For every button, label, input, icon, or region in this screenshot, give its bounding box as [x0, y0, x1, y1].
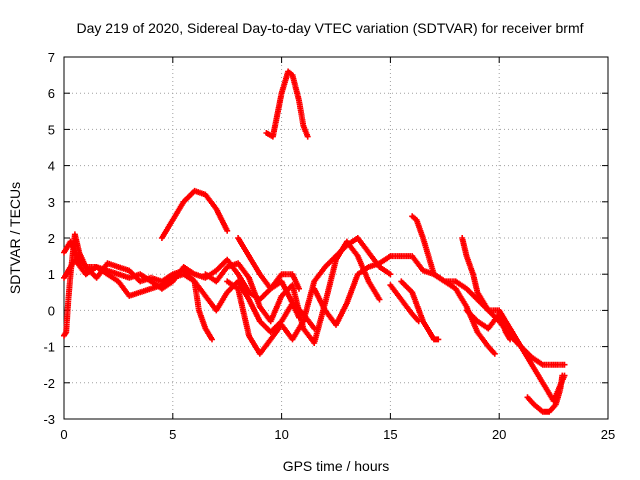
- axis-ticks: 0 5 10 15 20 25 -3 -2 -1 0 1 2 3 4 5 6 7: [43, 50, 615, 442]
- data-point-markers: [224, 235, 394, 357]
- y-tick-label: 0: [48, 303, 55, 318]
- series-track-o: [524, 372, 566, 415]
- x-axis-label: GPS time / hours: [283, 458, 390, 474]
- y-tick-label: -1: [43, 340, 55, 355]
- data-point-markers: [158, 187, 231, 241]
- data-point-markers: [409, 213, 498, 357]
- data-point-markers: [387, 282, 422, 325]
- chart-title: Day 219 of 2020, Sidereal Day-to-day VTE…: [76, 20, 583, 36]
- x-tick-label: 10: [274, 427, 288, 442]
- y-axis-label: SDTVAR / TECUs: [7, 182, 23, 294]
- series-track-d: [158, 187, 231, 241]
- y-tick-label: 4: [48, 159, 55, 174]
- series-track-f: [224, 235, 394, 357]
- data-points: [61, 68, 568, 415]
- data-point-markers: [398, 278, 442, 343]
- grid-lines: [64, 57, 608, 419]
- data-point-markers: [61, 238, 215, 343]
- series-track-g: [235, 235, 302, 321]
- x-tick-label: 20: [492, 427, 506, 442]
- data-point-markers: [235, 235, 302, 321]
- series-track-l: [409, 213, 498, 357]
- y-tick-label: 2: [48, 231, 55, 246]
- series-track-h: [263, 68, 311, 140]
- series-track-n: [463, 307, 514, 343]
- y-tick-label: 3: [48, 195, 55, 210]
- y-tick-label: 6: [48, 86, 55, 101]
- y-tick-label: -2: [43, 376, 55, 391]
- y-tick-label: 7: [48, 50, 55, 65]
- series-track-k: [387, 282, 422, 325]
- data-point-markers: [463, 307, 514, 343]
- series-track-b: [61, 238, 215, 343]
- y-tick-label: -3: [43, 412, 55, 427]
- series-track-i: [311, 253, 568, 368]
- x-tick-label: 0: [60, 427, 67, 442]
- y-tick-label: 1: [48, 267, 55, 282]
- x-tick-label: 5: [169, 427, 176, 442]
- y-tick-label: 5: [48, 122, 55, 137]
- data-point-markers: [263, 68, 311, 140]
- data-point-markers: [524, 372, 566, 415]
- series-track-j: [398, 278, 442, 343]
- x-tick-label: 15: [383, 427, 397, 442]
- data-point-markers: [311, 253, 568, 368]
- series-track-c: [61, 231, 318, 339]
- x-tick-label: 25: [601, 427, 615, 442]
- data-point-markers: [61, 231, 318, 339]
